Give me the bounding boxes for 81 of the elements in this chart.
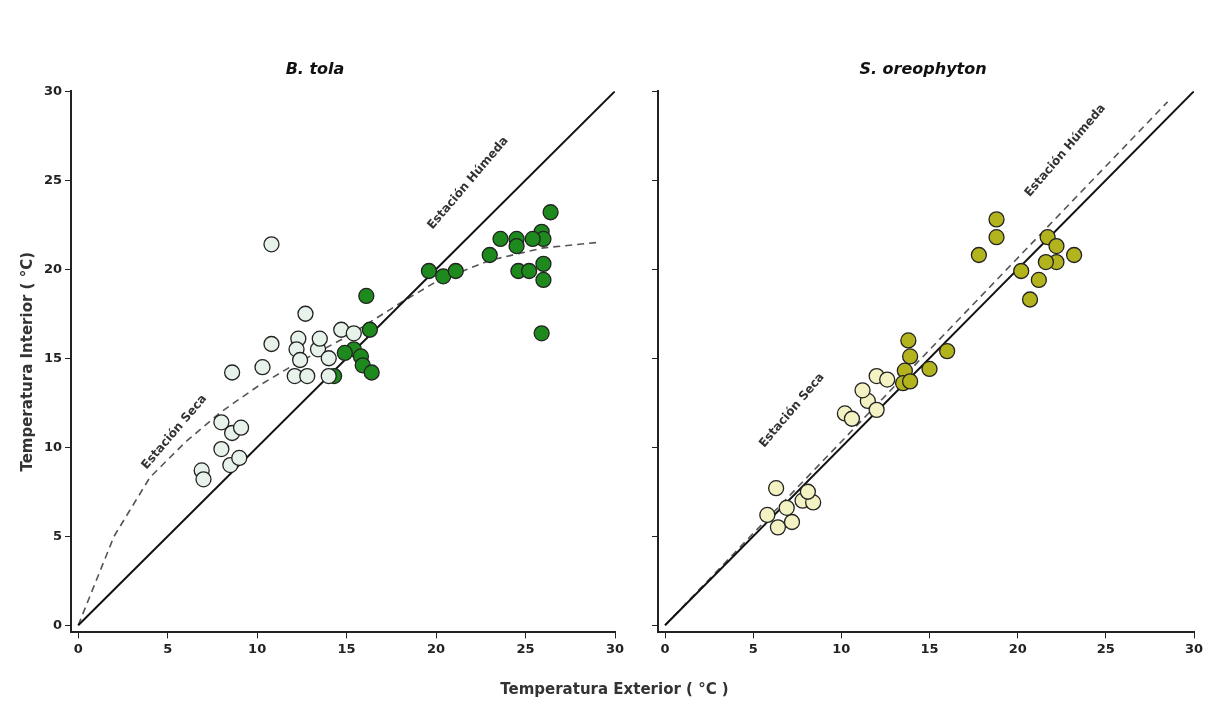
- y-tick-label: 30: [44, 82, 63, 98]
- point: [1030, 271, 1047, 289]
- point: [435, 268, 452, 285]
- y-tick-label: 25: [44, 171, 63, 187]
- x-tick-label: 15: [337, 640, 356, 656]
- point: [843, 410, 861, 427]
- point: [361, 321, 379, 338]
- point: [263, 335, 280, 353]
- x-tick-label: 25: [1096, 640, 1115, 656]
- point: [263, 236, 280, 253]
- point: [481, 246, 498, 264]
- x-tick-label: 20: [1008, 640, 1027, 656]
- x-tick-label: 5: [748, 640, 758, 656]
- x-tick-label: 5: [163, 640, 173, 656]
- chart-title: S. oreophyton: [859, 58, 987, 78]
- point: [358, 287, 375, 305]
- point: [1021, 291, 1039, 308]
- x-tick-label: 0: [660, 640, 670, 656]
- point: [492, 230, 509, 248]
- point: [213, 414, 230, 431]
- x-tick-label: 15: [920, 640, 939, 656]
- point: [769, 519, 787, 536]
- point: [970, 246, 988, 264]
- point: [767, 480, 785, 497]
- point: [868, 401, 885, 419]
- point: [297, 305, 314, 322]
- x-tick-label: 10: [248, 640, 267, 656]
- point: [783, 513, 801, 531]
- point: [900, 332, 917, 349]
- point: [520, 262, 538, 280]
- y-tick-label: 10: [44, 438, 63, 454]
- x-tick-label: 20: [427, 640, 446, 656]
- point: [901, 348, 919, 365]
- point: [320, 350, 337, 367]
- y-tick-label: 20: [44, 260, 63, 276]
- point: [231, 449, 248, 467]
- point: [988, 229, 1005, 246]
- point: [336, 344, 353, 362]
- chart-title: B. tola: [285, 58, 345, 78]
- point: [1048, 237, 1065, 255]
- point: [535, 271, 552, 289]
- point: [778, 499, 795, 516]
- point: [988, 211, 1005, 228]
- point: [799, 483, 817, 500]
- x-tick-label: 0: [73, 640, 83, 656]
- point: [759, 506, 776, 524]
- point: [254, 358, 271, 376]
- x-tick-label: 30: [1184, 640, 1204, 656]
- point: [1013, 262, 1030, 280]
- point: [363, 364, 380, 381]
- point: [311, 330, 328, 347]
- y-tick-label: 5: [53, 527, 63, 543]
- y-tick-label: 0: [53, 616, 63, 632]
- point: [535, 255, 552, 273]
- x-tick-label: 25: [516, 640, 535, 656]
- point: [1065, 246, 1083, 264]
- point: [1037, 253, 1055, 271]
- point: [921, 360, 938, 378]
- x-tick-label: 30: [605, 640, 625, 656]
- point: [291, 351, 309, 369]
- point: [213, 440, 230, 458]
- point: [320, 367, 337, 385]
- point: [901, 373, 919, 390]
- x-tick-label: 10: [832, 640, 851, 656]
- point: [345, 325, 362, 342]
- point: [299, 367, 316, 385]
- point: [524, 230, 541, 248]
- point: [542, 204, 559, 221]
- point: [232, 419, 250, 436]
- y-tick-label: 15: [44, 349, 63, 365]
- y-axis-title: Temperatura Interior ( °C): [17, 252, 36, 472]
- point: [223, 364, 241, 381]
- point: [854, 382, 871, 399]
- point: [447, 262, 464, 280]
- point: [533, 325, 550, 342]
- point: [508, 237, 525, 255]
- x-axis-title: Temperatura Exterior ( °C ): [499, 680, 730, 698]
- point: [939, 342, 956, 360]
- point: [420, 262, 438, 280]
- point: [195, 471, 212, 488]
- point: [879, 371, 896, 388]
